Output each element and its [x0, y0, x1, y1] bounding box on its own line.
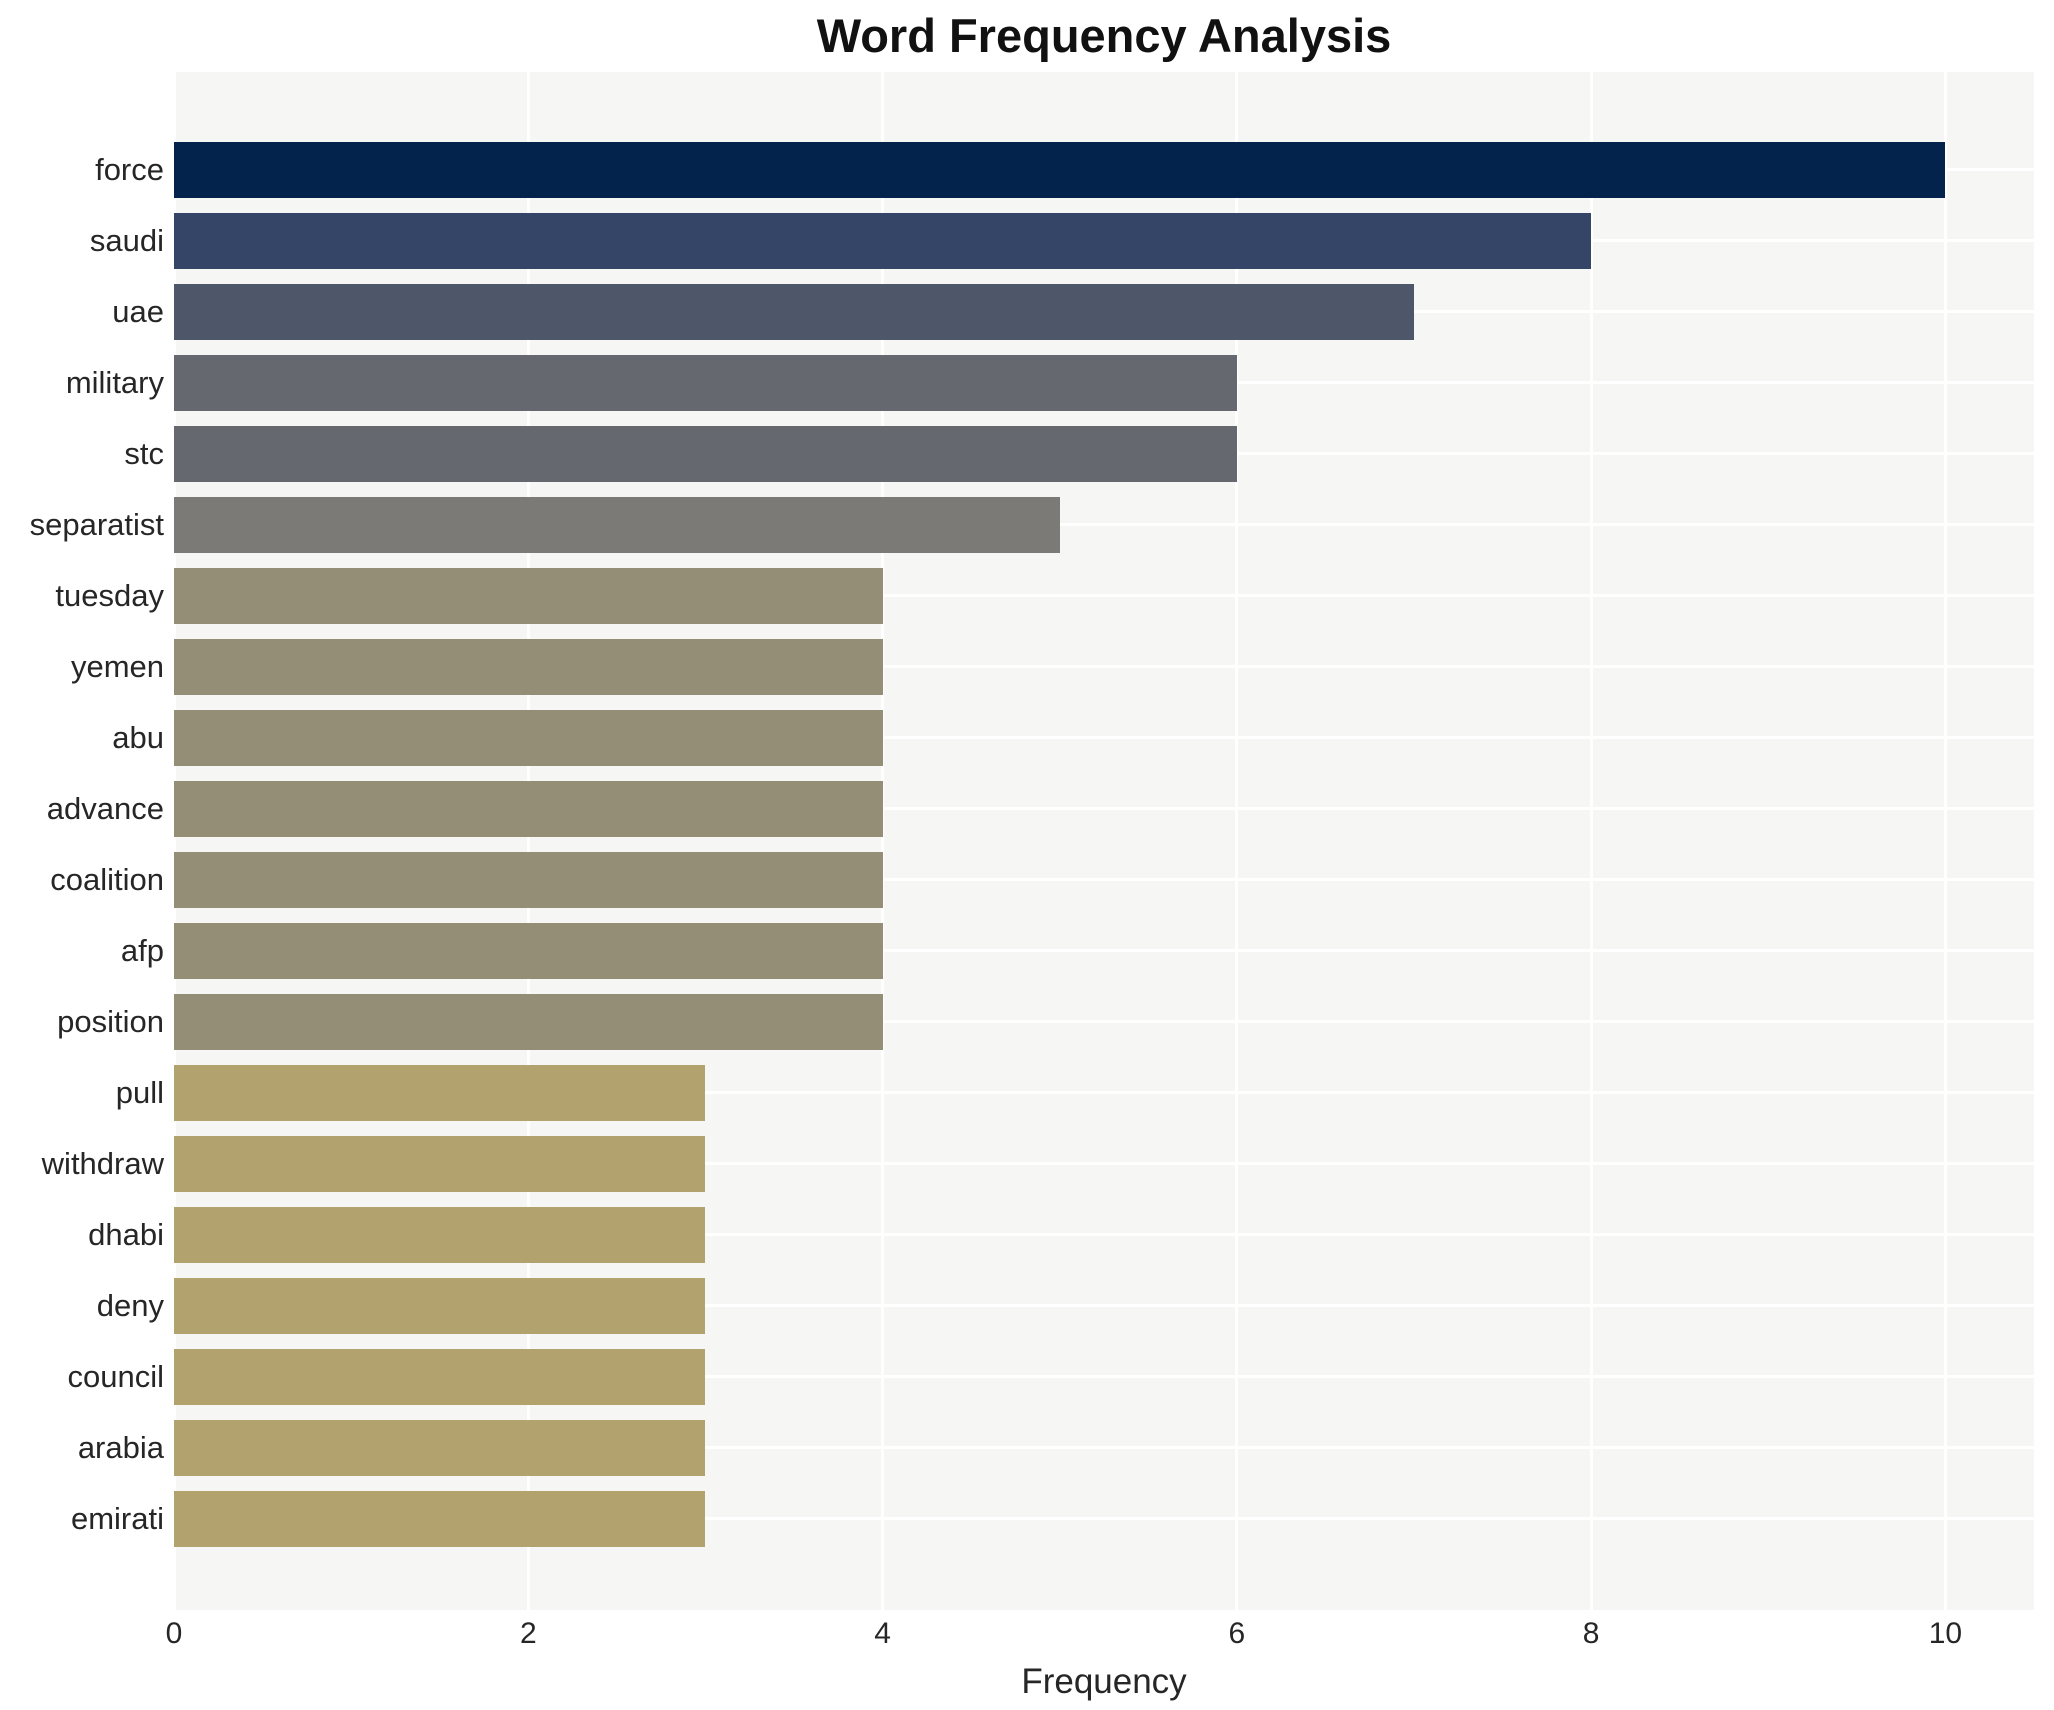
gridline-vertical: [1943, 72, 1947, 1610]
bar-separatist: [174, 496, 1060, 553]
bar-emirati: [174, 1490, 706, 1547]
y-tick-label-abu: abu: [112, 719, 164, 755]
y-tick-label-advance: advance: [46, 790, 164, 826]
bar-force: [174, 141, 1946, 198]
bar-stc: [174, 425, 1237, 482]
bar-arabia: [174, 1419, 706, 1476]
gridline-horizontal: [174, 1446, 2034, 1449]
gridline-horizontal: [174, 523, 2034, 526]
x-tick-label: 4: [874, 1617, 891, 1650]
bar-abu: [174, 709, 883, 766]
bar-advance: [174, 780, 883, 837]
y-tick-label-yemen: yemen: [70, 648, 164, 684]
y-tick-label-withdraw: withdraw: [41, 1145, 164, 1181]
x-axis-title: Frequency: [1021, 1662, 1187, 1701]
y-tick-label-position: position: [57, 1003, 164, 1039]
gridline-horizontal: [174, 1517, 2034, 1520]
bar-military: [174, 354, 1237, 411]
y-tick-label-afp: afp: [120, 932, 164, 968]
bar-pull: [174, 1064, 706, 1121]
bar-saudi: [174, 212, 1592, 269]
gridline-horizontal: [174, 1091, 2034, 1094]
gridline-horizontal: [174, 1020, 2034, 1023]
bar-withdraw: [174, 1135, 706, 1192]
gridline-vertical: [1235, 72, 1239, 1610]
bar-tuesday: [174, 567, 883, 624]
bar-deny: [174, 1277, 706, 1334]
gridline-horizontal: [174, 1233, 2034, 1236]
x-tick-label: 10: [1928, 1617, 1963, 1650]
y-tick-label-saudi: saudi: [89, 222, 164, 258]
bar-afp: [174, 922, 883, 979]
bar-yemen: [174, 638, 883, 695]
gridline-horizontal: [174, 736, 2034, 739]
y-tick-label-military: military: [65, 364, 164, 400]
gridline-horizontal: [174, 878, 2034, 881]
gridline-horizontal: [174, 1304, 2034, 1307]
gridline-horizontal: [174, 1162, 2034, 1165]
x-tick-label: 2: [519, 1617, 537, 1650]
gridline-horizontal: [174, 665, 2034, 668]
gridline-horizontal: [174, 594, 2034, 597]
y-tick-label-emirati: emirati: [70, 1500, 164, 1536]
y-tick-label-arabia: arabia: [77, 1429, 164, 1465]
y-tick-label-dhabi: dhabi: [88, 1216, 164, 1252]
bar-council: [174, 1348, 706, 1405]
gridline-vertical: [1589, 72, 1593, 1610]
gridline-horizontal: [174, 807, 2034, 810]
bar-uae: [174, 283, 1414, 340]
chart-title: Word Frequency Analysis: [816, 9, 1392, 62]
gridline-horizontal: [174, 949, 2034, 952]
bar-dhabi: [174, 1206, 706, 1263]
y-tick-label-uae: uae: [112, 293, 164, 329]
y-tick-label-deny: deny: [96, 1287, 164, 1323]
gridline-vertical: [881, 72, 885, 1610]
plot-area: [174, 72, 2034, 1610]
y-tick-label-stc: stc: [124, 435, 164, 471]
y-tick-label-force: force: [95, 151, 164, 187]
y-axis-labels: force saudi uae military stc separatist tuesda…: [0, 0, 164, 1710]
y-tick-label-tuesday: tuesday: [55, 577, 164, 613]
x-tick-label: 0: [165, 1617, 183, 1650]
y-tick-label-separatist: separatist: [29, 506, 164, 542]
gridline-vertical: [174, 72, 176, 1610]
gridline-horizontal: [174, 1375, 2034, 1378]
bar-position: [174, 993, 883, 1050]
y-tick-label-pull: pull: [115, 1074, 164, 1110]
y-tick-label-council: council: [67, 1358, 165, 1394]
x-tick-label: 8: [1582, 1617, 1600, 1650]
y-tick-label-coalition: coalition: [50, 861, 164, 897]
gridline-vertical: [526, 72, 530, 1610]
x-tick-label: 6: [1228, 1617, 1246, 1650]
bar-coalition: [174, 851, 883, 908]
